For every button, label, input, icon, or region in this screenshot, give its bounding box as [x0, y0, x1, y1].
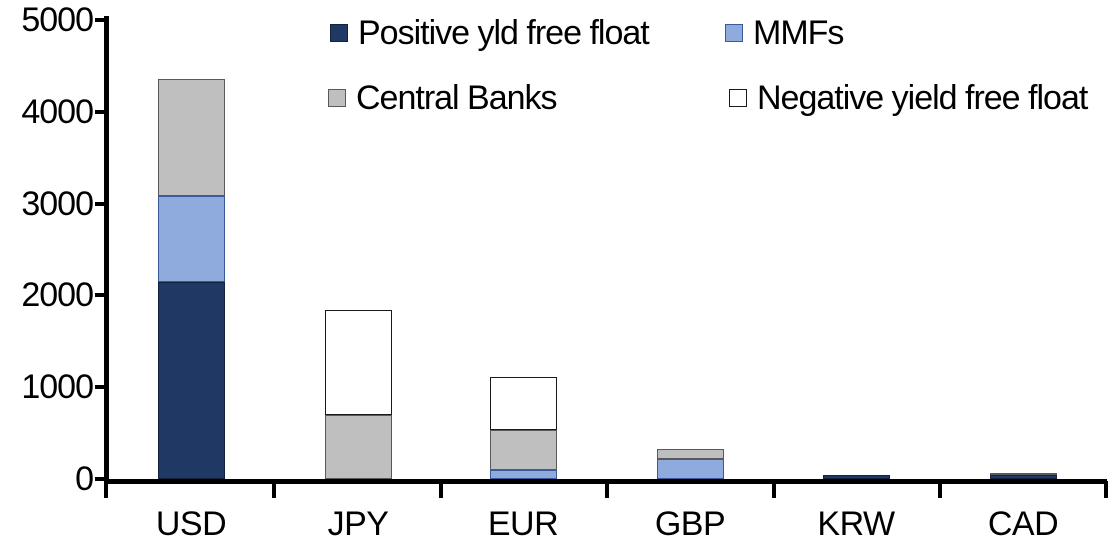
y-axis-tick	[95, 18, 104, 22]
x-axis-tick	[272, 481, 276, 498]
legend-label: Central Banks	[356, 79, 558, 117]
y-tick-label: 0	[75, 460, 94, 498]
y-axis-tick	[95, 110, 104, 114]
y-tick-label: 3000	[21, 185, 94, 223]
y-axis-line	[104, 16, 109, 484]
y-axis-tick	[95, 477, 104, 481]
y-axis-tick	[95, 202, 104, 206]
legend-label: Positive yld free float	[358, 14, 650, 52]
x-category-label-eur: EUR	[487, 505, 559, 543]
bar-segment-eur-mmfs	[490, 469, 557, 479]
legend-item-positive-yld-free-float: Positive yld free float	[330, 11, 650, 55]
bar-segment-eur-central-banks	[490, 429, 557, 470]
x-axis-tick	[1104, 481, 1108, 498]
x-axis-tick	[439, 481, 443, 498]
legend-item-mmfs: MMFs	[725, 11, 844, 55]
legend-item-negative-yield-free-float: Negative yield free float	[729, 76, 1088, 120]
y-axis-tick	[95, 385, 104, 389]
bar-segment-gbp-central-banks	[657, 448, 724, 459]
x-axis-tick	[938, 481, 942, 498]
x-axis-tick	[605, 481, 609, 498]
legend-swatch-icon-negative-yield-free-float	[729, 89, 747, 107]
x-category-label-krw: KRW	[817, 505, 895, 543]
legend-label: MMFs	[753, 14, 844, 52]
bar-segment-jpy-negative-yield-free-float	[325, 310, 392, 415]
y-tick-label: 2000	[21, 276, 94, 314]
y-tick-label: 5000	[21, 1, 94, 39]
y-axis-tick	[95, 293, 104, 297]
bar-segment-gbp-mmfs	[657, 458, 724, 479]
y-tick-label: 1000	[21, 368, 94, 406]
x-axis-tick	[772, 481, 776, 498]
x-category-label-gbp: GBP	[654, 505, 726, 543]
bar-segment-usd-positive-yld-free-float	[158, 281, 225, 479]
x-category-label-usd: USD	[155, 505, 227, 543]
legend-label: Negative yield free float	[757, 79, 1088, 117]
bar-segment-cad-positive-yld-free-float	[990, 474, 1057, 479]
x-category-label-jpy: JPY	[327, 505, 389, 543]
bar-segment-krw-positive-yld-free-float	[823, 474, 890, 479]
bar-segment-jpy-central-banks	[325, 414, 392, 479]
legend-item-central-banks: Central Banks	[328, 76, 558, 120]
bar-segment-eur-negative-yield-free-float	[490, 377, 557, 430]
y-tick-label: 4000	[21, 93, 94, 131]
legend-swatch-icon-positive-yld-free-float	[330, 24, 348, 42]
bar-segment-usd-central-banks	[158, 78, 225, 197]
x-axis-tick	[104, 481, 108, 498]
legend-swatch-icon-central-banks	[328, 89, 346, 107]
legend-swatch-icon-mmfs	[725, 24, 743, 42]
bar-segment-usd-mmfs	[158, 196, 225, 282]
bar-segment-cad-central-banks	[990, 472, 1057, 475]
x-category-label-cad: CAD	[987, 505, 1059, 543]
